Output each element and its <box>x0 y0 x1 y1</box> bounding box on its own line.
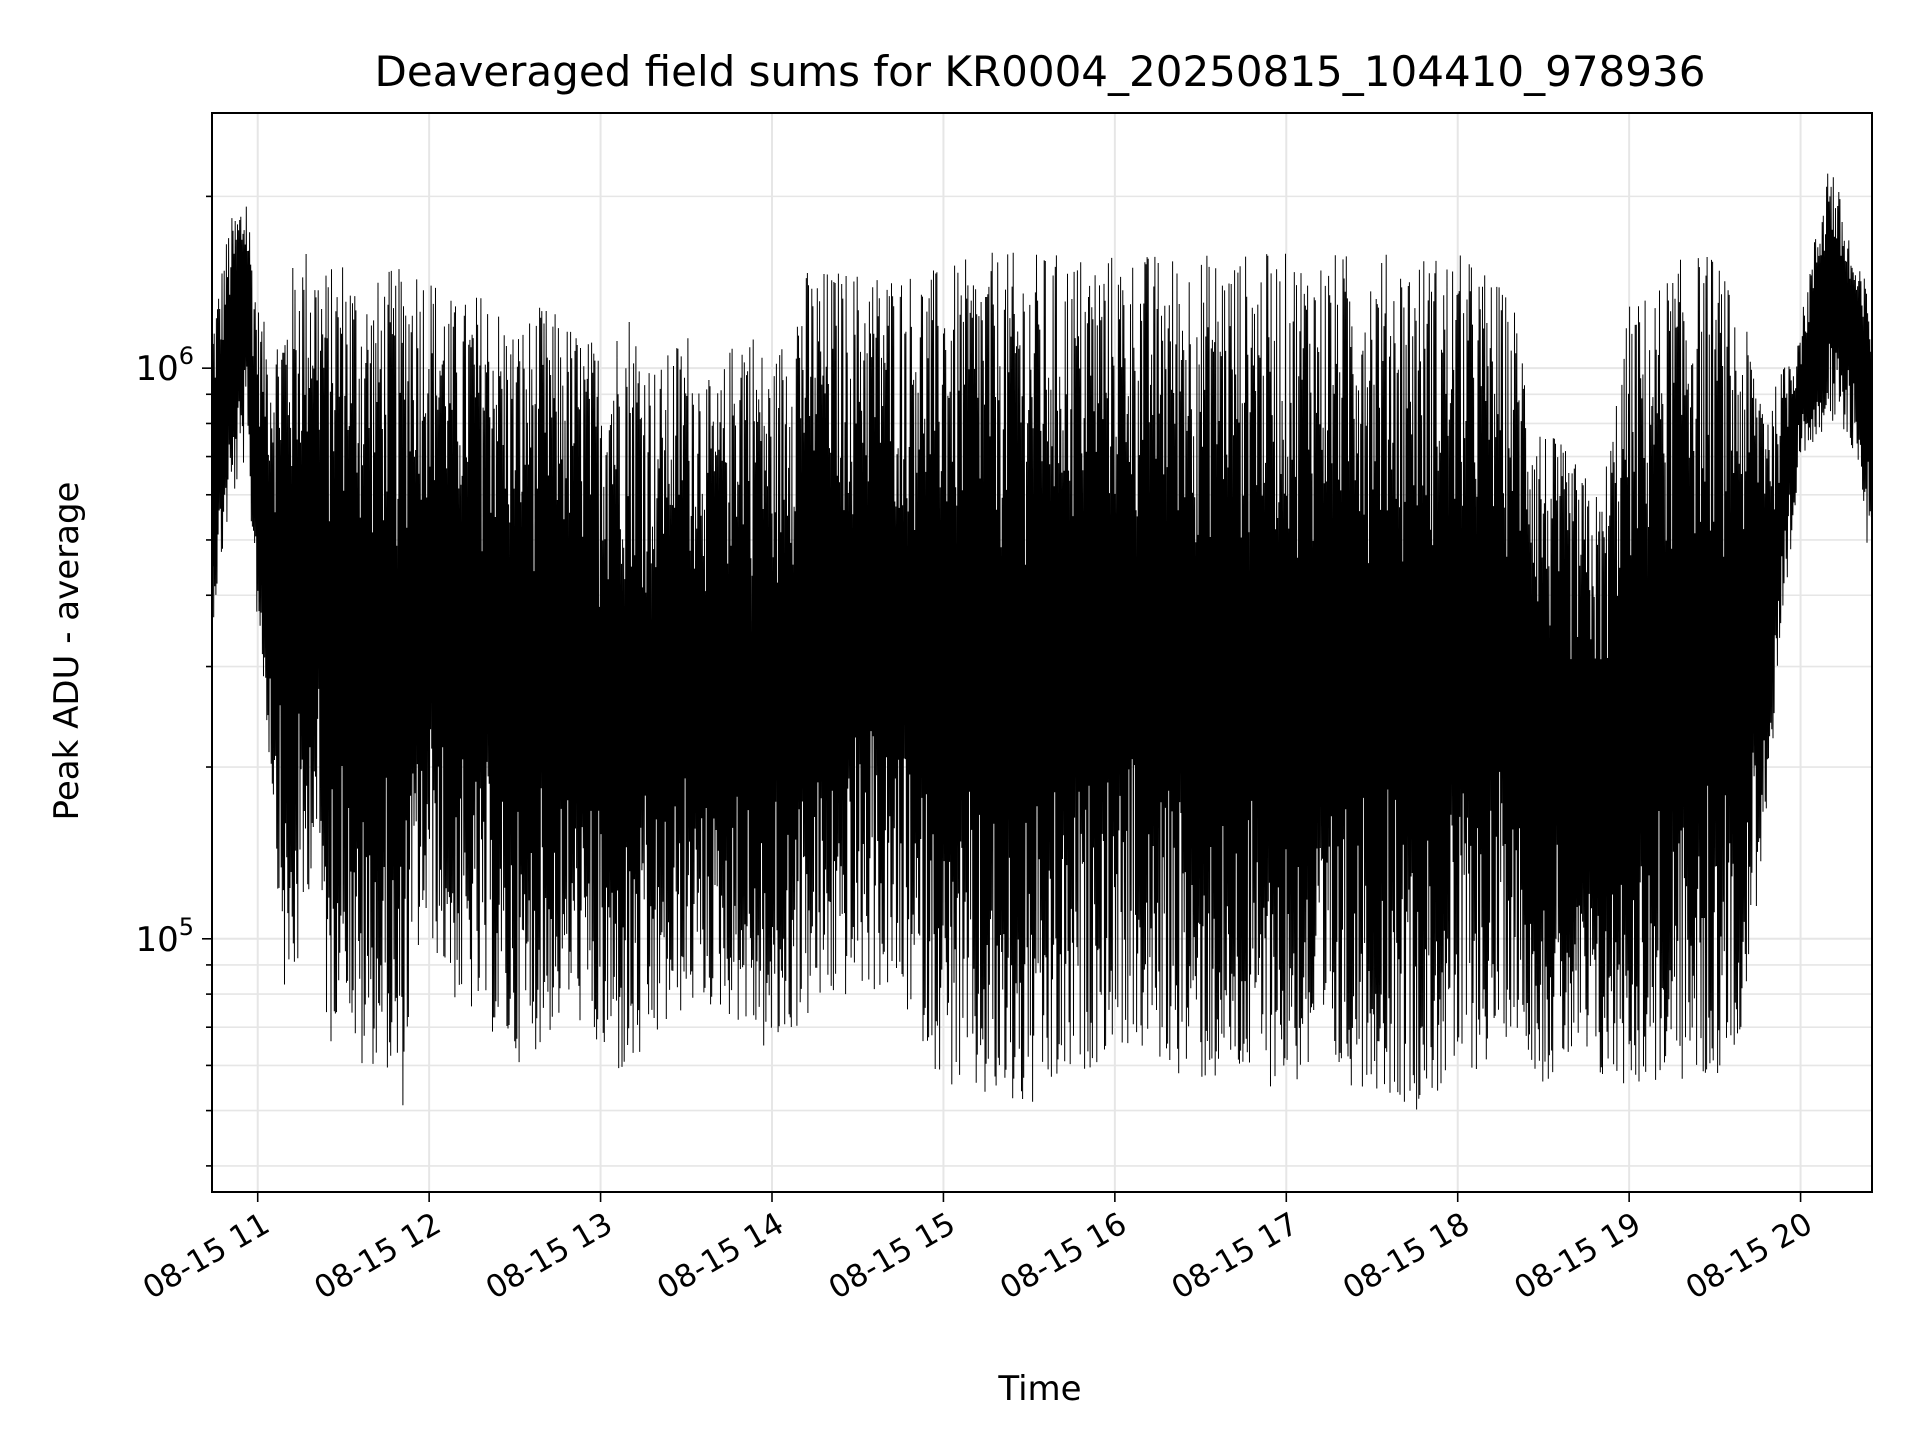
x-axis-label: Time <box>997 1369 1081 1409</box>
chart-title: Deaveraged field sums for KR0004_2025081… <box>375 47 1706 96</box>
series-trace <box>211 173 1873 1110</box>
y-tick-label: 106 <box>135 342 194 389</box>
y-tick-label: 105 <box>135 913 194 960</box>
series-line <box>211 173 1873 1110</box>
y-axis-label: Peak ADU - average <box>47 482 87 821</box>
plot-frame <box>211 112 1873 1193</box>
